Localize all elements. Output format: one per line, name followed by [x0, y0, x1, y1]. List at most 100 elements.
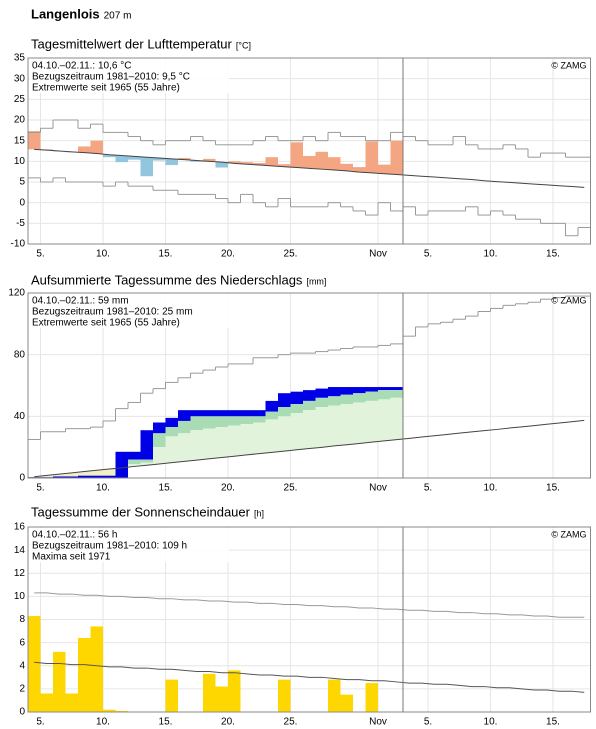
x-tick-label: 15.: [546, 717, 560, 728]
range-band-lower: [353, 402, 366, 444]
y-tick-label: 35: [14, 53, 26, 64]
y-tick-label: 14: [14, 545, 26, 556]
range-band-lower: [190, 430, 203, 461]
sunshine-bar: [228, 670, 241, 712]
y-tick-label: 40: [14, 411, 26, 422]
precip-cumulative: [215, 410, 228, 417]
sunshine-bar: [53, 651, 66, 712]
sunshine-bar: [65, 693, 78, 712]
sunshine-bar: [278, 679, 291, 712]
range-band-upper: [378, 390, 391, 400]
y-tick-label: 16: [14, 522, 26, 533]
sunshine-bar: [90, 626, 103, 712]
y-tick-label: 10: [14, 156, 26, 167]
x-tick-label: 10.: [96, 717, 110, 728]
daily-anomaly: [390, 140, 403, 175]
range-band-lower: [328, 405, 341, 446]
range-band-upper: [390, 390, 403, 398]
y-tick-label: 20: [14, 115, 26, 126]
range-band-upper: [303, 400, 316, 411]
sunshine-bar: [28, 616, 41, 712]
chart-title: Tagesmittelwert der Lufttemperatur: [31, 36, 233, 51]
precip-cumulative: [278, 393, 291, 408]
chart-unit: [mm]: [306, 276, 326, 286]
range-band-lower: [240, 424, 253, 455]
range-band-upper: [240, 416, 253, 425]
precip-cumulative: [190, 410, 203, 417]
daily-anomaly: [265, 157, 278, 166]
plot-frame: [27, 57, 591, 245]
y-tick-label: 25: [14, 94, 26, 105]
precip-cumulative: [328, 387, 341, 397]
precip-cumulative: [365, 387, 378, 392]
sunshine-bar: [40, 693, 53, 712]
precip-cumulative: [303, 390, 316, 401]
daily-anomaly: [278, 164, 291, 167]
range-band-lower: [165, 436, 178, 463]
daily-anomaly: [303, 155, 316, 169]
range-band-lower: [153, 447, 166, 464]
climate-line: [34, 592, 585, 618]
info-box: [29, 528, 229, 562]
precip-cumulative: [353, 387, 366, 394]
y-tick-label: 10: [14, 591, 26, 602]
precip-cumulative: [53, 476, 66, 478]
deficit-band: [65, 472, 78, 477]
climate-line: [34, 419, 585, 478]
range-band-lower: [340, 404, 353, 445]
daily-anomaly: [340, 163, 353, 171]
daily-anomaly: [28, 131, 41, 150]
daily-anomaly: [290, 142, 303, 168]
credit: © ZAMG: [551, 529, 586, 539]
station-name: Langenlois: [31, 6, 100, 21]
range-band-lower: [278, 416, 291, 452]
precip-cumulative: [228, 410, 241, 417]
range-band-upper: [178, 420, 191, 434]
deficit-band: [53, 474, 66, 477]
precip-cumulative: [253, 410, 266, 417]
x-tick-label: Nov: [369, 717, 387, 728]
range-band-lower: [140, 462, 153, 466]
precip-cumulative: [265, 400, 278, 412]
climate-line: [34, 661, 585, 693]
x-tick-label: 15.: [159, 717, 173, 728]
range-band-upper: [265, 411, 278, 420]
x-tick-label: 5.: [36, 483, 44, 494]
daily-anomaly: [165, 158, 178, 166]
x-tick-label: 10.: [96, 249, 110, 260]
precip-cumulative: [78, 475, 91, 478]
x-tick-label: 15.: [159, 249, 173, 260]
summary-text: 04.10.–02.11.: 10,6 °C: [32, 61, 131, 72]
extremes-text: Extremwerte seit 1965 (55 Jahre): [32, 83, 180, 94]
range-band-lower: [253, 422, 266, 454]
y-tick-label: 6: [19, 637, 25, 648]
x-tick-label: 20.: [221, 717, 235, 728]
range-band-lower: [303, 410, 316, 449]
daily-anomaly: [253, 162, 266, 166]
sunshine-bar: [203, 673, 216, 712]
x-tick-label: 15.: [546, 249, 560, 260]
range-band-upper: [190, 416, 203, 431]
daily-anomaly: [153, 158, 166, 161]
plot-frame: [27, 526, 591, 713]
precip-cumulative: [103, 475, 116, 478]
sunshine-bar: [340, 694, 353, 712]
x-tick-label: 20.: [221, 483, 235, 494]
range-band-lower: [365, 400, 378, 443]
credit: © ZAMG: [551, 60, 586, 70]
y-tick-label: 80: [14, 349, 26, 360]
daily-anomaly: [140, 157, 153, 177]
x-tick-label: 15.: [159, 483, 173, 494]
daily-anomaly: [353, 167, 366, 173]
precip-cumulative: [240, 410, 253, 417]
range-band-upper: [203, 416, 216, 429]
x-tick-label: 5.: [424, 483, 432, 494]
x-tick-label: 5.: [36, 717, 44, 728]
precip-cumulative: [65, 476, 78, 478]
range-band-lower: [178, 433, 191, 462]
chart-title: Tagessumme der Sonnenscheindauer: [31, 504, 251, 519]
range-band-upper: [278, 407, 291, 417]
precip-cumulative: [290, 391, 303, 404]
precip-cumulative: [153, 422, 166, 434]
